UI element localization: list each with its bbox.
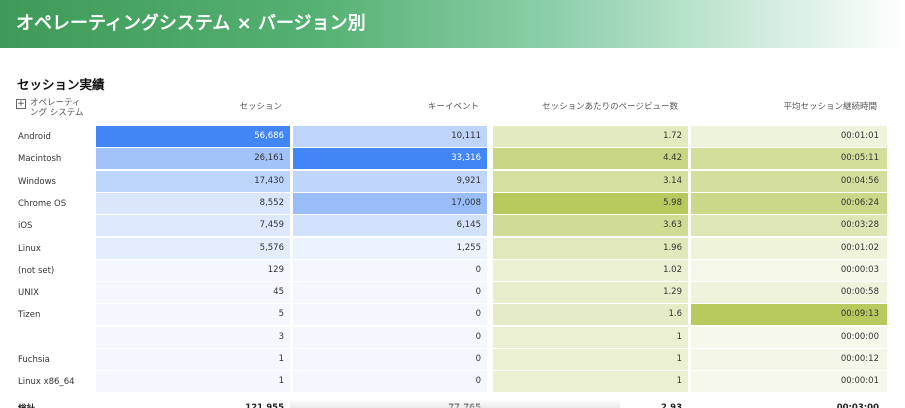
row-label: UNIX [18, 288, 39, 299]
column-header-pages-per-session[interactable]: セッションあたりのページビュー数 [542, 102, 678, 112]
total-sessions: 121,955 [245, 402, 284, 408]
avg-duration-cell: 00:09:13 [691, 304, 887, 326]
table-row[interactable]: UNIX 45 0 1.29 00:00:58 [0, 282, 905, 304]
pages-per-session-cell: 4.42 [493, 148, 688, 170]
sessions-cell: 7,459 [96, 215, 290, 237]
table-row[interactable]: Linux 5,576 1,255 1.96 00:01:02 [0, 237, 905, 260]
row-label: Linux [18, 243, 41, 254]
row-label: Android [18, 132, 51, 142]
key-events-cell: 33,316 [293, 148, 487, 170]
avg-duration-cell: 00:00:03 [691, 259, 887, 281]
pages-per-session-cell: 1 [493, 349, 688, 370]
column-header-key-events[interactable]: キーイベント [427, 102, 479, 112]
table-row[interactable]: Chrome OS 8,552 17,008 5.98 00:06:24 [0, 192, 905, 215]
row-label: iOS [18, 221, 33, 232]
row-label: Tizen [18, 310, 41, 321]
key-events-cell: 10,111 [293, 126, 487, 147]
sessions-cell: 1 [96, 371, 290, 393]
avg-duration-cell: 00:00:58 [691, 282, 887, 304]
key-events-cell: 9,921 [293, 170, 487, 192]
section-title: セッション実績 [17, 77, 105, 92]
row-label: Linux x86_64 [18, 377, 75, 388]
row-label: Fuchsia [18, 355, 50, 365]
key-events-cell: 1,255 [293, 237, 487, 259]
pages-per-session-cell: 1.29 [493, 282, 688, 304]
pages-per-session-cell: 1 [493, 371, 688, 393]
avg-duration-cell: 00:05:11 [691, 148, 887, 170]
pages-per-session-cell: 1 [493, 326, 688, 348]
key-events-cell: 0 [293, 349, 487, 370]
sessions-cell: 26,161 [96, 148, 290, 170]
expand-icon[interactable]: + [16, 99, 26, 109]
report-title: オペレーティングシステム × バージョン別 [16, 13, 366, 34]
sessions-cell: 129 [96, 259, 290, 281]
avg-duration-cell: 00:00:01 [691, 371, 887, 393]
sessions-cell: 3 [96, 326, 290, 348]
pages-per-session-cell: 3.63 [493, 215, 688, 237]
row-label: Macintosh [18, 154, 62, 165]
total-label: 総計 [18, 398, 35, 408]
avg-duration-cell: 00:01:02 [691, 237, 887, 259]
sessions-cell: 5,576 [96, 237, 290, 259]
row-label: Chrome OS [18, 198, 67, 209]
key-events-cell: 0 [293, 371, 487, 393]
column-header-sessions[interactable]: セッション [239, 102, 282, 112]
pages-per-session-cell: 1.72 [493, 126, 688, 147]
table-row[interactable]: (not set) 129 0 1.02 00:00:03 [0, 259, 905, 282]
sessions-cell: 56,686 [96, 126, 290, 147]
total-divider [290, 399, 620, 408]
sessions-cell: 5 [96, 304, 290, 326]
key-events-cell: 6,145 [293, 215, 487, 237]
table-row[interactable]: iOS 7,459 6,145 3.63 00:03:28 [0, 215, 905, 237]
report-banner: オペレーティングシステム × バージョン別 [0, 0, 905, 48]
key-events-cell: 17,008 [293, 192, 487, 214]
pages-per-session-cell: 1.02 [493, 259, 688, 281]
avg-duration-cell: 00:01:01 [691, 126, 887, 147]
total-avg-duration: 00:03:00 [836, 402, 879, 408]
key-events-cell: 0 [293, 326, 487, 348]
dimension-header-label: オペレーティ ング システム [30, 98, 84, 118]
table-row[interactable]: Android 56,686 10,111 1.72 00:01:01 [0, 126, 905, 148]
total-pages-per-session: 2.93 [661, 402, 682, 408]
pages-per-session-cell: 1.6 [493, 304, 688, 326]
dimension-header: + オペレーティ ング システム [16, 98, 96, 122]
avg-duration-cell: 00:00:12 [691, 349, 887, 370]
avg-duration-cell: 00:03:28 [691, 215, 887, 237]
table-row[interactable]: Macintosh 26,161 33,316 4.42 00:05:11 [0, 148, 905, 170]
avg-duration-cell: 00:00:00 [691, 326, 887, 348]
table-row[interactable]: 3 0 1 00:00:00 [0, 326, 905, 349]
table-row[interactable]: Linux x86_64 1 0 1 00:00:01 [0, 371, 905, 393]
row-label: (not set) [18, 265, 55, 276]
table-row[interactable]: Windows 17,430 9,921 3.14 00:04:56 [0, 170, 905, 193]
column-header-avg-duration[interactable]: 平均セッション継続時間 [783, 102, 877, 112]
sessions-cell: 45 [96, 282, 290, 304]
avg-duration-cell: 00:06:24 [691, 192, 887, 214]
key-events-cell: 0 [293, 282, 487, 304]
sessions-cell: 17,430 [96, 170, 290, 192]
table-row[interactable]: Tizen 5 0 1.6 00:09:13 [0, 304, 905, 326]
key-events-cell: 0 [293, 259, 487, 281]
row-label: Windows [18, 176, 56, 187]
sessions-cell: 1 [96, 349, 290, 370]
avg-duration-cell: 00:04:56 [691, 170, 887, 192]
pages-per-session-cell: 1.96 [493, 237, 688, 259]
table-row[interactable]: Fuchsia 1 0 1 00:00:12 [0, 349, 905, 371]
sessions-cell: 8,552 [96, 192, 290, 214]
key-events-cell: 0 [293, 304, 487, 326]
pages-per-session-cell: 3.14 [493, 170, 688, 192]
pages-per-session-cell: 5.98 [493, 192, 688, 214]
